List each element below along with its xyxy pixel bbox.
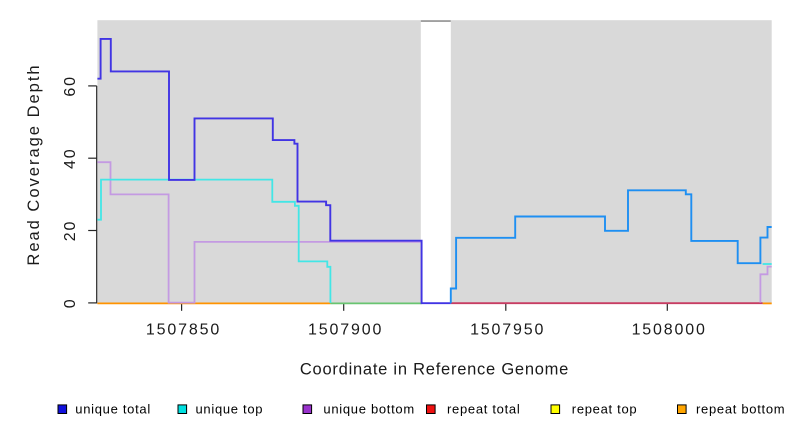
svg-text:20: 20 xyxy=(62,220,79,242)
svg-text:repeat total: repeat total xyxy=(447,402,520,417)
svg-text:Coordinate in Reference Genome: Coordinate in Reference Genome xyxy=(300,361,569,379)
svg-text:60: 60 xyxy=(62,75,79,97)
svg-text:40: 40 xyxy=(62,147,79,169)
svg-text:0: 0 xyxy=(62,298,79,309)
svg-text:1507850: 1507850 xyxy=(146,322,221,339)
svg-text:1508000: 1508000 xyxy=(632,322,707,339)
svg-text:Read Coverage Depth: Read Coverage Depth xyxy=(25,63,43,265)
svg-text:unique total: unique total xyxy=(75,402,151,417)
svg-text:1507900: 1507900 xyxy=(308,322,383,339)
svg-text:unique top: unique top xyxy=(196,402,264,417)
svg-text:repeat bottom: repeat bottom xyxy=(696,402,785,417)
svg-text:repeat top: repeat top xyxy=(572,402,638,417)
svg-text:unique bottom: unique bottom xyxy=(323,402,415,417)
svg-text:1507950: 1507950 xyxy=(470,322,545,339)
